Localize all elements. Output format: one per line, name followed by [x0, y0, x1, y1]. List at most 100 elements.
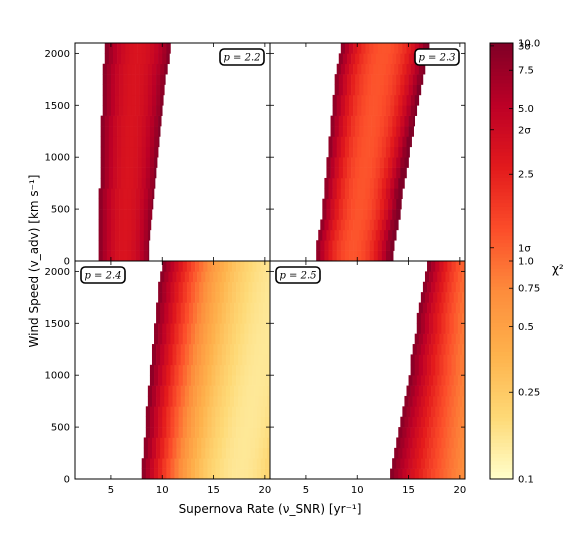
heatmap-cell: [123, 94, 128, 106]
heatmap-cell: [396, 157, 401, 168]
heatmap-cell: [246, 395, 251, 407]
heatmap-cell: [176, 395, 182, 407]
heatmap-cell: [248, 427, 253, 438]
heatmap-cell: [377, 43, 383, 54]
heatmap-cell: [260, 261, 266, 272]
heatmap-cell: [351, 209, 356, 220]
heatmap-cell: [139, 209, 145, 220]
heatmap-cell: [158, 292, 163, 303]
heatmap-cell: [258, 354, 264, 366]
heatmap-cell: [102, 240, 108, 251]
heatmap-cell: [108, 146, 114, 158]
heatmap-cell: [338, 157, 344, 168]
heatmap-cell: [402, 94, 407, 106]
heatmap-cell: [182, 468, 188, 479]
heatmap-cell: [369, 63, 374, 75]
colorbar-segment: [490, 366, 513, 371]
heatmap-cell: [186, 261, 192, 272]
heatmap-cell: [367, 157, 372, 168]
heatmap-cell: [207, 468, 212, 479]
heatmap-cell: [195, 406, 200, 418]
heatmap-cell: [223, 323, 229, 334]
heatmap-cell: [268, 333, 270, 345]
heatmap-cell: [414, 385, 420, 397]
colorbar-segment: [490, 177, 513, 182]
heatmap-cell: [190, 458, 196, 469]
heatmap-cell: [371, 74, 377, 85]
heatmap-cell: [190, 406, 196, 418]
heatmap-cell: [119, 84, 124, 96]
heatmap-cell: [431, 447, 436, 459]
heatmap-cell: [388, 167, 393, 179]
heatmap-cell: [145, 427, 151, 438]
heatmap-cell: [250, 354, 255, 366]
heatmap-cell: [182, 375, 188, 386]
heatmap-cell: [443, 364, 448, 376]
heatmap-cell: [392, 198, 397, 210]
heatmap-cell: [422, 333, 428, 345]
heatmap-cell: [127, 105, 132, 116]
heatmap-cell: [400, 416, 405, 428]
colorbar-segment: [490, 64, 513, 69]
colorbar-segment: [490, 231, 513, 236]
colorbar-segment: [490, 475, 513, 480]
heatmap-cell: [180, 447, 186, 459]
heatmap-cell: [209, 447, 214, 459]
heatmap-cell: [123, 198, 128, 210]
heatmap-cell: [207, 427, 212, 438]
heatmap-cell: [170, 333, 175, 345]
colorbar-tick-label: 5.0: [518, 104, 534, 115]
heatmap-cell: [178, 458, 184, 469]
heatmap-cell: [344, 43, 350, 54]
heatmap-cell: [195, 364, 200, 376]
heatmap-cell: [160, 105, 163, 116]
heatmap-cell: [158, 323, 163, 334]
heatmap-cell: [414, 354, 420, 366]
heatmap-cell: [385, 43, 391, 54]
heatmap-cell: [117, 53, 122, 65]
heatmap-cell: [234, 312, 239, 324]
heatmap-cell: [115, 250, 120, 261]
heatmap-cell: [176, 271, 182, 283]
heatmap-cell: [250, 344, 255, 355]
heatmap-cell: [236, 427, 241, 438]
heatmap-cell: [412, 375, 418, 386]
heatmap-cell: [449, 458, 455, 469]
heatmap-cell: [357, 219, 362, 231]
heatmap-cell: [147, 385, 153, 397]
heatmap-cell: [137, 126, 143, 137]
heatmap-cell: [375, 84, 381, 96]
heatmap-cell: [205, 385, 210, 397]
heatmap-cell: [422, 63, 426, 75]
heatmap-cell: [463, 354, 465, 366]
heatmap-cell: [457, 416, 463, 428]
heatmap-cell: [180, 344, 186, 355]
heatmap-cell: [131, 105, 136, 116]
heatmap-cell: [328, 219, 333, 231]
heatmap-cell: [190, 281, 196, 293]
heatmap-cell: [203, 364, 208, 376]
heatmap-cell: [112, 115, 118, 127]
heatmap-cell: [381, 177, 387, 189]
heatmap-cell: [123, 188, 128, 200]
x-tick-label: 20: [259, 485, 272, 496]
heatmap-cell: [225, 302, 231, 314]
heatmap-cell: [219, 416, 225, 428]
heatmap-cell: [229, 344, 235, 355]
heatmap-cell: [336, 94, 342, 106]
heatmap-cell: [117, 136, 122, 148]
heatmap-cell: [451, 354, 457, 366]
heatmap-cell: [408, 53, 413, 65]
heatmap-cell: [262, 344, 268, 355]
heatmap-cell: [195, 416, 200, 428]
heatmap-cell: [98, 229, 104, 241]
heatmap-cell: [455, 281, 461, 293]
heatmap-cell: [203, 468, 208, 479]
heatmap-cell: [404, 167, 407, 179]
heatmap-cell: [145, 126, 151, 137]
heatmap-cell: [102, 105, 108, 116]
heatmap-cell: [229, 354, 235, 366]
heatmap-cell: [266, 385, 270, 397]
heatmap-cell: [133, 115, 138, 127]
heatmap-cell: [427, 427, 432, 438]
